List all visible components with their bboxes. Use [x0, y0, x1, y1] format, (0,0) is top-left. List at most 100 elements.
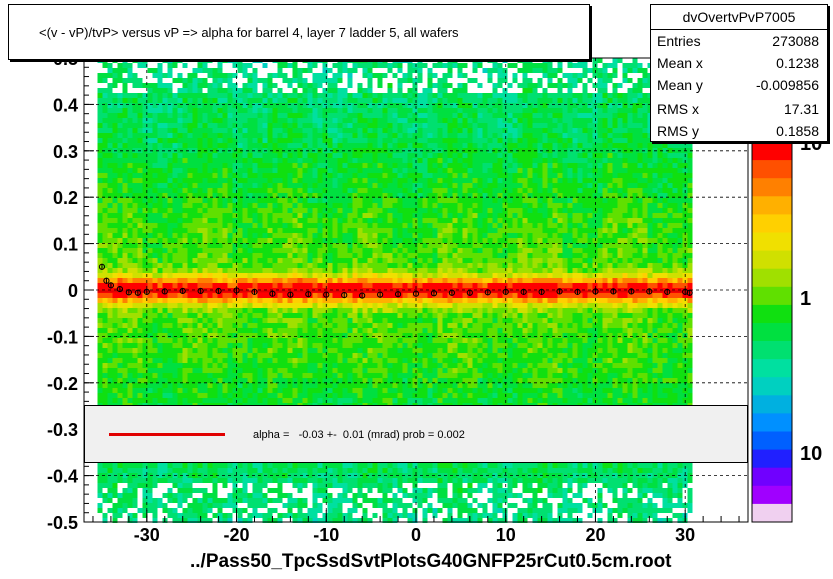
heatmap-cell: [127, 148, 133, 153]
heatmap-cell: [332, 518, 338, 523]
heatmap-cell: [312, 243, 318, 248]
heatmap-cell: [247, 478, 253, 483]
heatmap-cell: [252, 113, 258, 118]
heatmap-cell: [107, 283, 113, 288]
heatmap-cell: [287, 463, 293, 468]
heatmap-cell: [257, 158, 263, 163]
heatmap-cell: [247, 108, 253, 113]
heatmap-cell: [212, 303, 218, 308]
heatmap-cell: [197, 88, 203, 93]
heatmap-cell: [347, 498, 353, 503]
heatmap-cell: [132, 463, 138, 468]
heatmap-cell: [292, 258, 298, 263]
heatmap-cell: [247, 198, 253, 203]
heatmap-cell: [217, 68, 223, 73]
heatmap-cell: [212, 373, 218, 378]
heatmap-cell: [377, 358, 383, 363]
heatmap-cell: [197, 93, 203, 98]
heatmap-cell: [202, 228, 208, 233]
heatmap-cell: [202, 298, 208, 303]
heatmap-cell: [102, 463, 108, 468]
heatmap-cell: [197, 208, 203, 213]
heatmap-cell: [252, 383, 258, 388]
heatmap-cell: [352, 518, 358, 523]
heatmap-cell: [202, 358, 208, 363]
heatmap-cell: [347, 323, 353, 328]
heatmap-cell: [267, 333, 273, 338]
heatmap-cell: [237, 378, 243, 383]
heatmap-cell: [307, 303, 313, 308]
heatmap-cell: [362, 58, 368, 63]
heatmap-cell: [122, 393, 128, 398]
heatmap-cell: [182, 263, 188, 268]
heatmap-cell: [367, 358, 373, 363]
heatmap-cell: [272, 473, 278, 478]
heatmap-cell: [217, 173, 223, 178]
heatmap-cell: [217, 88, 223, 93]
heatmap-cell: [97, 378, 103, 383]
heatmap-cell: [362, 228, 368, 233]
heatmap-cell: [97, 218, 103, 223]
heatmap-cell: [192, 203, 198, 208]
heatmap-cell: [292, 298, 298, 303]
heatmap-cell: [312, 128, 318, 133]
heatmap-cell: [122, 198, 128, 203]
heatmap-cell: [297, 278, 303, 283]
heatmap-cell: [292, 63, 298, 68]
heatmap-cell: [297, 168, 303, 173]
heatmap-cell: [197, 218, 203, 223]
heatmap-cell: [112, 348, 118, 353]
heatmap-cell: [152, 388, 158, 393]
heatmap-cell: [107, 493, 113, 498]
heatmap-cell: [347, 263, 353, 268]
heatmap-cell: [342, 513, 348, 518]
heatmap-cell: [267, 348, 273, 353]
heatmap-cell: [287, 128, 293, 133]
heatmap-cell: [307, 213, 313, 218]
heatmap-cell: [252, 153, 258, 158]
heatmap-cell: [257, 493, 263, 498]
heatmap-cell: [302, 253, 308, 258]
heatmap-cell: [287, 158, 293, 163]
heatmap-cell: [237, 323, 243, 328]
heatmap-cell: [317, 128, 323, 133]
heatmap-cell: [147, 93, 153, 98]
heatmap-cell: [127, 263, 133, 268]
heatmap-cell: [302, 143, 308, 148]
heatmap-cell: [112, 183, 118, 188]
heatmap-cell: [187, 463, 193, 468]
heatmap-cell: [322, 188, 328, 193]
heatmap-cell: [302, 173, 308, 178]
heatmap-cell: [262, 493, 268, 498]
heatmap-cell: [102, 513, 108, 518]
heatmap-cell: [322, 478, 328, 483]
heatmap-cell: [147, 68, 153, 73]
heatmap-cell: [227, 118, 233, 123]
heatmap-cell: [247, 113, 253, 118]
heatmap-cell: [197, 373, 203, 378]
heatmap-cell: [137, 348, 143, 353]
heatmap-cell: [217, 368, 223, 373]
heatmap-cell: [277, 248, 283, 253]
heatmap-cell: [182, 218, 188, 223]
heatmap-cell: [217, 338, 223, 343]
heatmap-cell: [277, 208, 283, 213]
heatmap-cell: [267, 88, 273, 93]
heatmap-cell: [117, 373, 123, 378]
heatmap-cell: [282, 323, 288, 328]
heatmap-cell: [132, 468, 138, 473]
heatmap-cell: [367, 483, 373, 488]
heatmap-cell: [207, 253, 213, 258]
heatmap-cell: [232, 378, 238, 383]
heatmap-cell: [367, 58, 373, 63]
heatmap-cell: [207, 368, 213, 373]
heatmap-cell: [362, 478, 368, 483]
heatmap-cell: [107, 508, 113, 513]
heatmap-cell: [232, 383, 238, 388]
heatmap-cell: [187, 283, 193, 288]
heatmap-cell: [97, 358, 103, 363]
heatmap-cell: [132, 208, 138, 213]
heatmap-cell: [317, 333, 323, 338]
heatmap-cell: [357, 383, 363, 388]
heatmap-cell: [142, 268, 148, 273]
